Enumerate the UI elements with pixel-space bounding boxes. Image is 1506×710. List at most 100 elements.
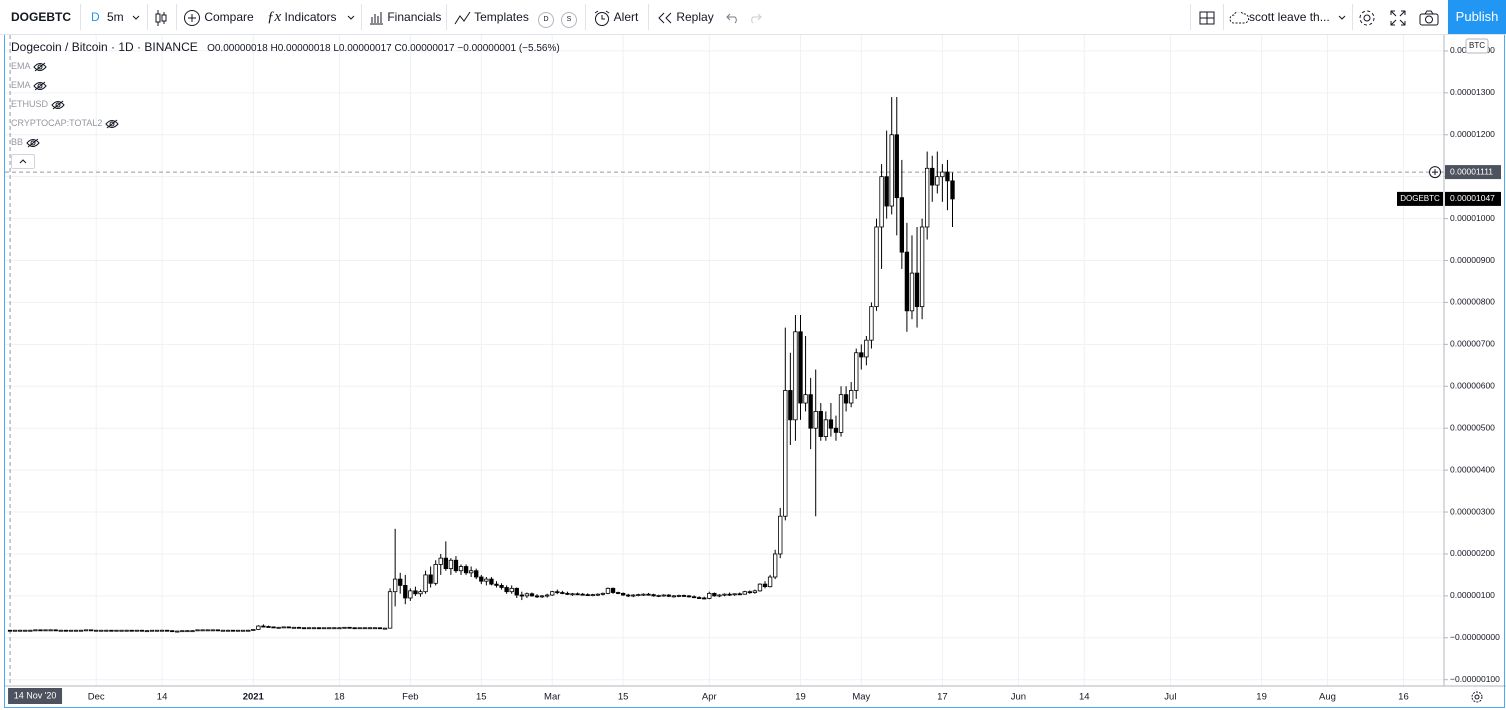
template-d[interactable]: D <box>538 0 554 34</box>
templates-button[interactable]: Templates <box>454 0 529 34</box>
financials-button[interactable]: Financials <box>369 0 441 34</box>
candle-body <box>899 197 905 253</box>
candle-body <box>185 630 190 633</box>
y-tick-label: 0.00000500 <box>1450 422 1495 432</box>
indicator-name: EMA <box>11 80 31 90</box>
publish-button[interactable]: Publish <box>1448 0 1506 34</box>
layout-name[interactable]: scott leave th... <box>1229 0 1330 34</box>
candle-body <box>590 594 595 597</box>
x-tick-label: 19 <box>795 692 806 703</box>
candle-body <box>707 592 712 599</box>
candle-body <box>894 134 899 199</box>
indicator-name: BB <box>11 137 24 147</box>
interval-letter[interactable]: D <box>91 10 100 24</box>
candle-body <box>772 553 778 578</box>
hidden-eye[interactable] <box>32 62 47 72</box>
candle-body <box>848 390 854 404</box>
candle-body <box>225 629 231 632</box>
y-tick-label: 0.00001000 <box>1450 213 1495 223</box>
candle-body <box>859 352 864 358</box>
candle-body <box>7 629 13 632</box>
undo[interactable] <box>726 0 740 34</box>
replay-button[interactable]: Replay <box>657 0 714 34</box>
redo[interactable] <box>748 0 762 34</box>
collapse-legend[interactable] <box>11 154 35 169</box>
candle-body <box>73 629 79 632</box>
indicator: EMA <box>11 76 560 95</box>
candle-body <box>580 593 585 596</box>
crosshair-x-label: 14 Nov '20 <box>14 690 57 700</box>
candle-body <box>691 596 697 599</box>
candle-body <box>291 626 296 629</box>
candle-body <box>909 272 915 312</box>
candle-body <box>803 394 808 404</box>
candle-body <box>544 594 550 597</box>
ohlc-key: L <box>333 43 339 54</box>
candle-body <box>914 272 920 308</box>
symbol[interactable]: DOGEBTC <box>11 10 71 24</box>
candle-body <box>651 594 656 597</box>
x-tick-label: 18 <box>334 692 345 703</box>
candle-body <box>565 592 570 595</box>
candle-body <box>18 629 23 632</box>
ohlc-key: O <box>207 43 215 54</box>
legend: Dogecoin / Bitcoin · 1D · BINANCE O0.000… <box>11 38 560 152</box>
fullscreen[interactable] <box>1390 0 1406 34</box>
y-tick-label: −0.00000000 <box>1450 632 1500 642</box>
chart-style[interactable] <box>154 0 168 34</box>
ohlc-item: O0.00000018 <box>207 43 270 54</box>
toolbar: DOGEBTC D 5m Compare ƒx Indicators Finan… <box>0 0 1506 35</box>
candle-body <box>261 625 266 628</box>
x-tick-label: 15 <box>618 692 629 703</box>
x-tick-label: Dec <box>88 692 105 703</box>
hidden-eye[interactable] <box>50 100 65 110</box>
candle-body <box>869 306 874 341</box>
candle-body <box>78 629 84 632</box>
interval-menu[interactable] <box>132 0 140 34</box>
layout-menu[interactable] <box>1338 0 1346 34</box>
candle-body <box>286 626 291 629</box>
candle-body <box>83 629 89 632</box>
template-s[interactable]: S <box>561 0 577 34</box>
candle-body <box>463 566 469 574</box>
ohlc-value: 0.00000017 <box>338 43 392 54</box>
ohlc-item: H0.00000018 <box>270 43 333 54</box>
candle-body <box>281 626 286 629</box>
last-price-label: 0.00001047 <box>1450 193 1495 203</box>
x-tick-label: Jul <box>1164 692 1176 703</box>
layout-label: scott leave th... <box>1249 10 1330 24</box>
compare-button[interactable]: Compare <box>183 0 254 34</box>
interval[interactable]: 5m <box>107 10 124 24</box>
candle-body <box>722 593 727 596</box>
y-tick-label: 0.00001200 <box>1450 129 1495 139</box>
hidden-eye[interactable] <box>32 81 47 91</box>
snapshot[interactable] <box>1419 0 1439 34</box>
legend-title: Dogecoin / Bitcoin · 1D · BINANCE <box>11 40 198 54</box>
indicators-menu[interactable] <box>347 0 355 34</box>
hidden-eye[interactable] <box>25 138 40 148</box>
candle-body <box>712 592 717 597</box>
alert-button[interactable]: Alert <box>593 0 638 34</box>
settings[interactable] <box>1358 0 1376 34</box>
candle-body <box>864 339 869 358</box>
candle-body <box>534 595 540 598</box>
candle-body <box>387 591 393 629</box>
y-tick-label: 0.00000800 <box>1450 297 1495 307</box>
crosshair-y-box <box>1445 165 1501 180</box>
candle-body <box>631 594 636 597</box>
y-tick-label: 0.00000300 <box>1450 506 1495 516</box>
layout-grid[interactable] <box>1199 0 1215 34</box>
candle-body <box>479 576 484 582</box>
candle-body <box>767 576 773 588</box>
x-tick-label: Feb <box>402 692 418 703</box>
indicators-button[interactable]: ƒx Indicators <box>267 9 337 25</box>
axis-settings[interactable] <box>1471 691 1483 703</box>
candle-body <box>38 629 43 632</box>
candle-body <box>164 629 170 632</box>
hidden-eye[interactable] <box>105 119 119 129</box>
indicators-label: Indicators <box>284 10 337 24</box>
compare-label: Compare <box>204 10 254 24</box>
candle-body <box>342 626 347 629</box>
candle-body <box>524 593 530 597</box>
